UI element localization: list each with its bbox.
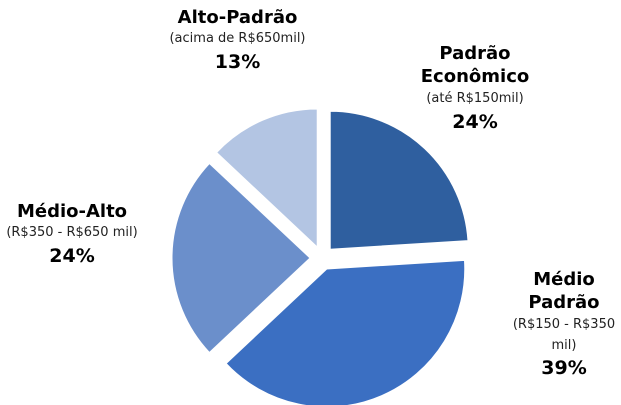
value-label: 24%: [452, 110, 498, 133]
value-label: 24%: [49, 245, 95, 268]
category-description: (acima de R$650mil): [169, 31, 306, 47]
category-description: (R$350 - R$650 mil): [6, 225, 138, 241]
category-name: Alto-Padrão: [177, 7, 298, 28]
value-label: 39%: [541, 357, 587, 380]
category-name: Médio Padrão: [528, 269, 600, 314]
category-name: Médio-Alto: [16, 201, 128, 222]
slice-label: Padrão Econômico (até R$150mil) 24%: [400, 42, 550, 134]
slice-label: Médio Padrão (R$150 - R$350 mil) 39%: [505, 268, 621, 381]
slice-label: Alto-Padrão (acima de R$650mil) 13%: [160, 6, 315, 75]
category-description: (até R$150mil): [426, 90, 524, 106]
pie-slice: [171, 162, 311, 354]
pie-slice: [329, 110, 469, 250]
pie-slice: [215, 108, 318, 249]
pie-slice: [225, 259, 466, 405]
category-name: Padrão Econômico: [420, 43, 530, 88]
slice-label: Médio-Alto (R$350 - R$650 mil) 24%: [2, 200, 142, 269]
value-label: 13%: [214, 51, 261, 74]
category-description: (R$150 - R$350 mil): [512, 316, 616, 353]
